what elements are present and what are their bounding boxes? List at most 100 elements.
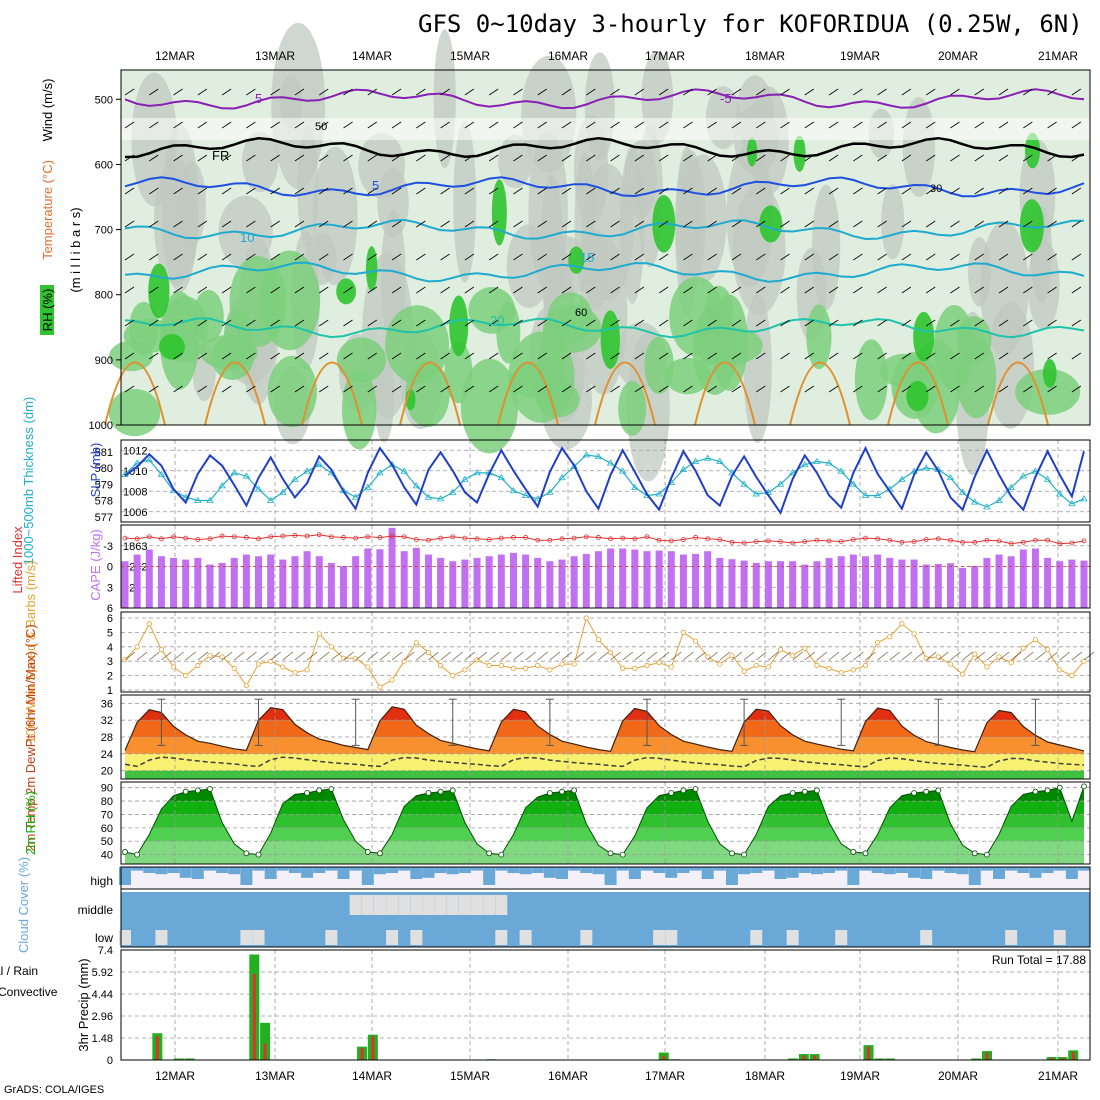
rh-point bbox=[559, 788, 565, 795]
thickness-point bbox=[703, 454, 712, 461]
rh-tick-label: 40 bbox=[101, 850, 113, 862]
thickness-point bbox=[230, 469, 238, 476]
wind-barb bbox=[367, 286, 378, 294]
wind-barb bbox=[901, 154, 912, 162]
rh-green-patch bbox=[806, 304, 832, 370]
wind-barb bbox=[683, 286, 693, 294]
isotherm-arch bbox=[887, 361, 949, 426]
wind-barb bbox=[537, 220, 547, 228]
wind-barb bbox=[780, 319, 790, 327]
cloud-panel bbox=[120, 866, 1091, 948]
rh-green-core bbox=[793, 135, 806, 172]
wind-barb bbox=[950, 651, 961, 661]
wind-barb bbox=[925, 88, 936, 96]
precip-tick-label: 7.4 bbox=[98, 945, 113, 957]
cloud-high-bar bbox=[143, 867, 156, 873]
lifted-point bbox=[765, 538, 771, 544]
thickness-point bbox=[461, 475, 469, 482]
lifted-point bbox=[159, 536, 164, 542]
wind-barb bbox=[391, 286, 402, 294]
wind-barb bbox=[962, 651, 973, 661]
wind-barb bbox=[270, 352, 280, 360]
cloud-low-bar bbox=[240, 930, 253, 945]
isotherm-label: 5 bbox=[255, 91, 262, 106]
legend-temperature: Temperature (°C) bbox=[40, 160, 55, 260]
cape-axis-label: CAPE (J/kg) bbox=[88, 529, 103, 601]
cape-bar bbox=[437, 557, 445, 608]
wind-barb bbox=[124, 253, 135, 261]
wind-tick-label: 1 bbox=[107, 685, 113, 697]
cape-bar bbox=[182, 559, 190, 608]
precip-tick-label: 5.92 bbox=[92, 967, 113, 979]
wind-barb bbox=[488, 253, 499, 261]
rh-green-core bbox=[365, 246, 378, 291]
wind-barb bbox=[865, 651, 876, 661]
wind-barb bbox=[294, 88, 305, 96]
cloud-high-bar bbox=[616, 867, 629, 871]
cape-bar bbox=[206, 564, 214, 608]
lifted-point bbox=[316, 532, 322, 538]
rh-green-patch bbox=[341, 368, 377, 450]
wind-barb bbox=[925, 651, 937, 661]
rh-green-core bbox=[906, 380, 929, 412]
wind-barb bbox=[586, 385, 596, 393]
rh-green-patch bbox=[193, 290, 224, 344]
wind-barb bbox=[416, 154, 426, 162]
lifted-point bbox=[1020, 539, 1026, 545]
wind-barb bbox=[319, 88, 329, 96]
rh-tick-label: 80 bbox=[101, 796, 113, 808]
thickness-line bbox=[124, 454, 1085, 508]
wind-barb bbox=[391, 651, 403, 661]
wind-barb bbox=[270, 187, 280, 195]
cloud-high-bar bbox=[191, 867, 204, 879]
wind-speed-line bbox=[124, 616, 1085, 688]
cape-bar bbox=[473, 557, 481, 608]
precip-conv-bar bbox=[985, 1052, 989, 1060]
cape-bar bbox=[279, 559, 287, 608]
wind-barb bbox=[658, 286, 669, 294]
wind-barb bbox=[513, 88, 523, 96]
wind-barb bbox=[853, 319, 863, 327]
wind-speed-point bbox=[996, 654, 1002, 660]
rh-point bbox=[425, 790, 432, 796]
cloud-mid-bar bbox=[446, 895, 459, 915]
wind-barb bbox=[501, 651, 512, 661]
wind-barb bbox=[974, 385, 984, 393]
cape-bar bbox=[922, 564, 930, 608]
lifted-point bbox=[790, 540, 796, 546]
wind-axis-label: 10m Wind Speed & Barbs (m/s) bbox=[23, 561, 38, 744]
lifted-point bbox=[523, 535, 528, 540]
wind-barb bbox=[367, 385, 378, 393]
wind-barb bbox=[1071, 220, 1082, 228]
precip-conv-bar bbox=[802, 1055, 806, 1060]
thickness-point bbox=[788, 469, 797, 476]
thickness-point bbox=[534, 495, 542, 502]
wind-barb bbox=[877, 187, 887, 195]
wind-speed-point bbox=[899, 621, 905, 627]
x-tick-label: 12MAR bbox=[155, 49, 195, 63]
wind-barb bbox=[828, 352, 839, 360]
rh-green-patch bbox=[933, 304, 975, 391]
lifted-point bbox=[122, 535, 128, 541]
thickness-point bbox=[351, 493, 360, 500]
cape-bar bbox=[752, 562, 760, 608]
rh-contour-label: 30 bbox=[930, 183, 942, 195]
wind-barb bbox=[610, 220, 620, 228]
lifted-tick-label: -3 bbox=[103, 541, 113, 553]
cape-bar bbox=[218, 562, 226, 608]
wind-barb bbox=[938, 651, 949, 661]
isotherm-arch bbox=[497, 361, 559, 426]
wind-speed-point bbox=[170, 664, 177, 670]
lifted-point bbox=[413, 537, 419, 542]
cape-bar bbox=[1019, 549, 1027, 608]
cape-bar bbox=[1031, 548, 1039, 608]
wind-speed-point bbox=[522, 665, 529, 672]
wind-barb bbox=[950, 253, 960, 261]
wind-barb bbox=[173, 220, 183, 228]
lifted-point bbox=[717, 537, 723, 542]
temp-tick-label: 36 bbox=[101, 698, 113, 710]
wind-barb bbox=[634, 352, 645, 360]
lifted-point bbox=[814, 537, 820, 543]
wind-barb bbox=[525, 651, 536, 661]
wind-barb bbox=[950, 352, 960, 360]
